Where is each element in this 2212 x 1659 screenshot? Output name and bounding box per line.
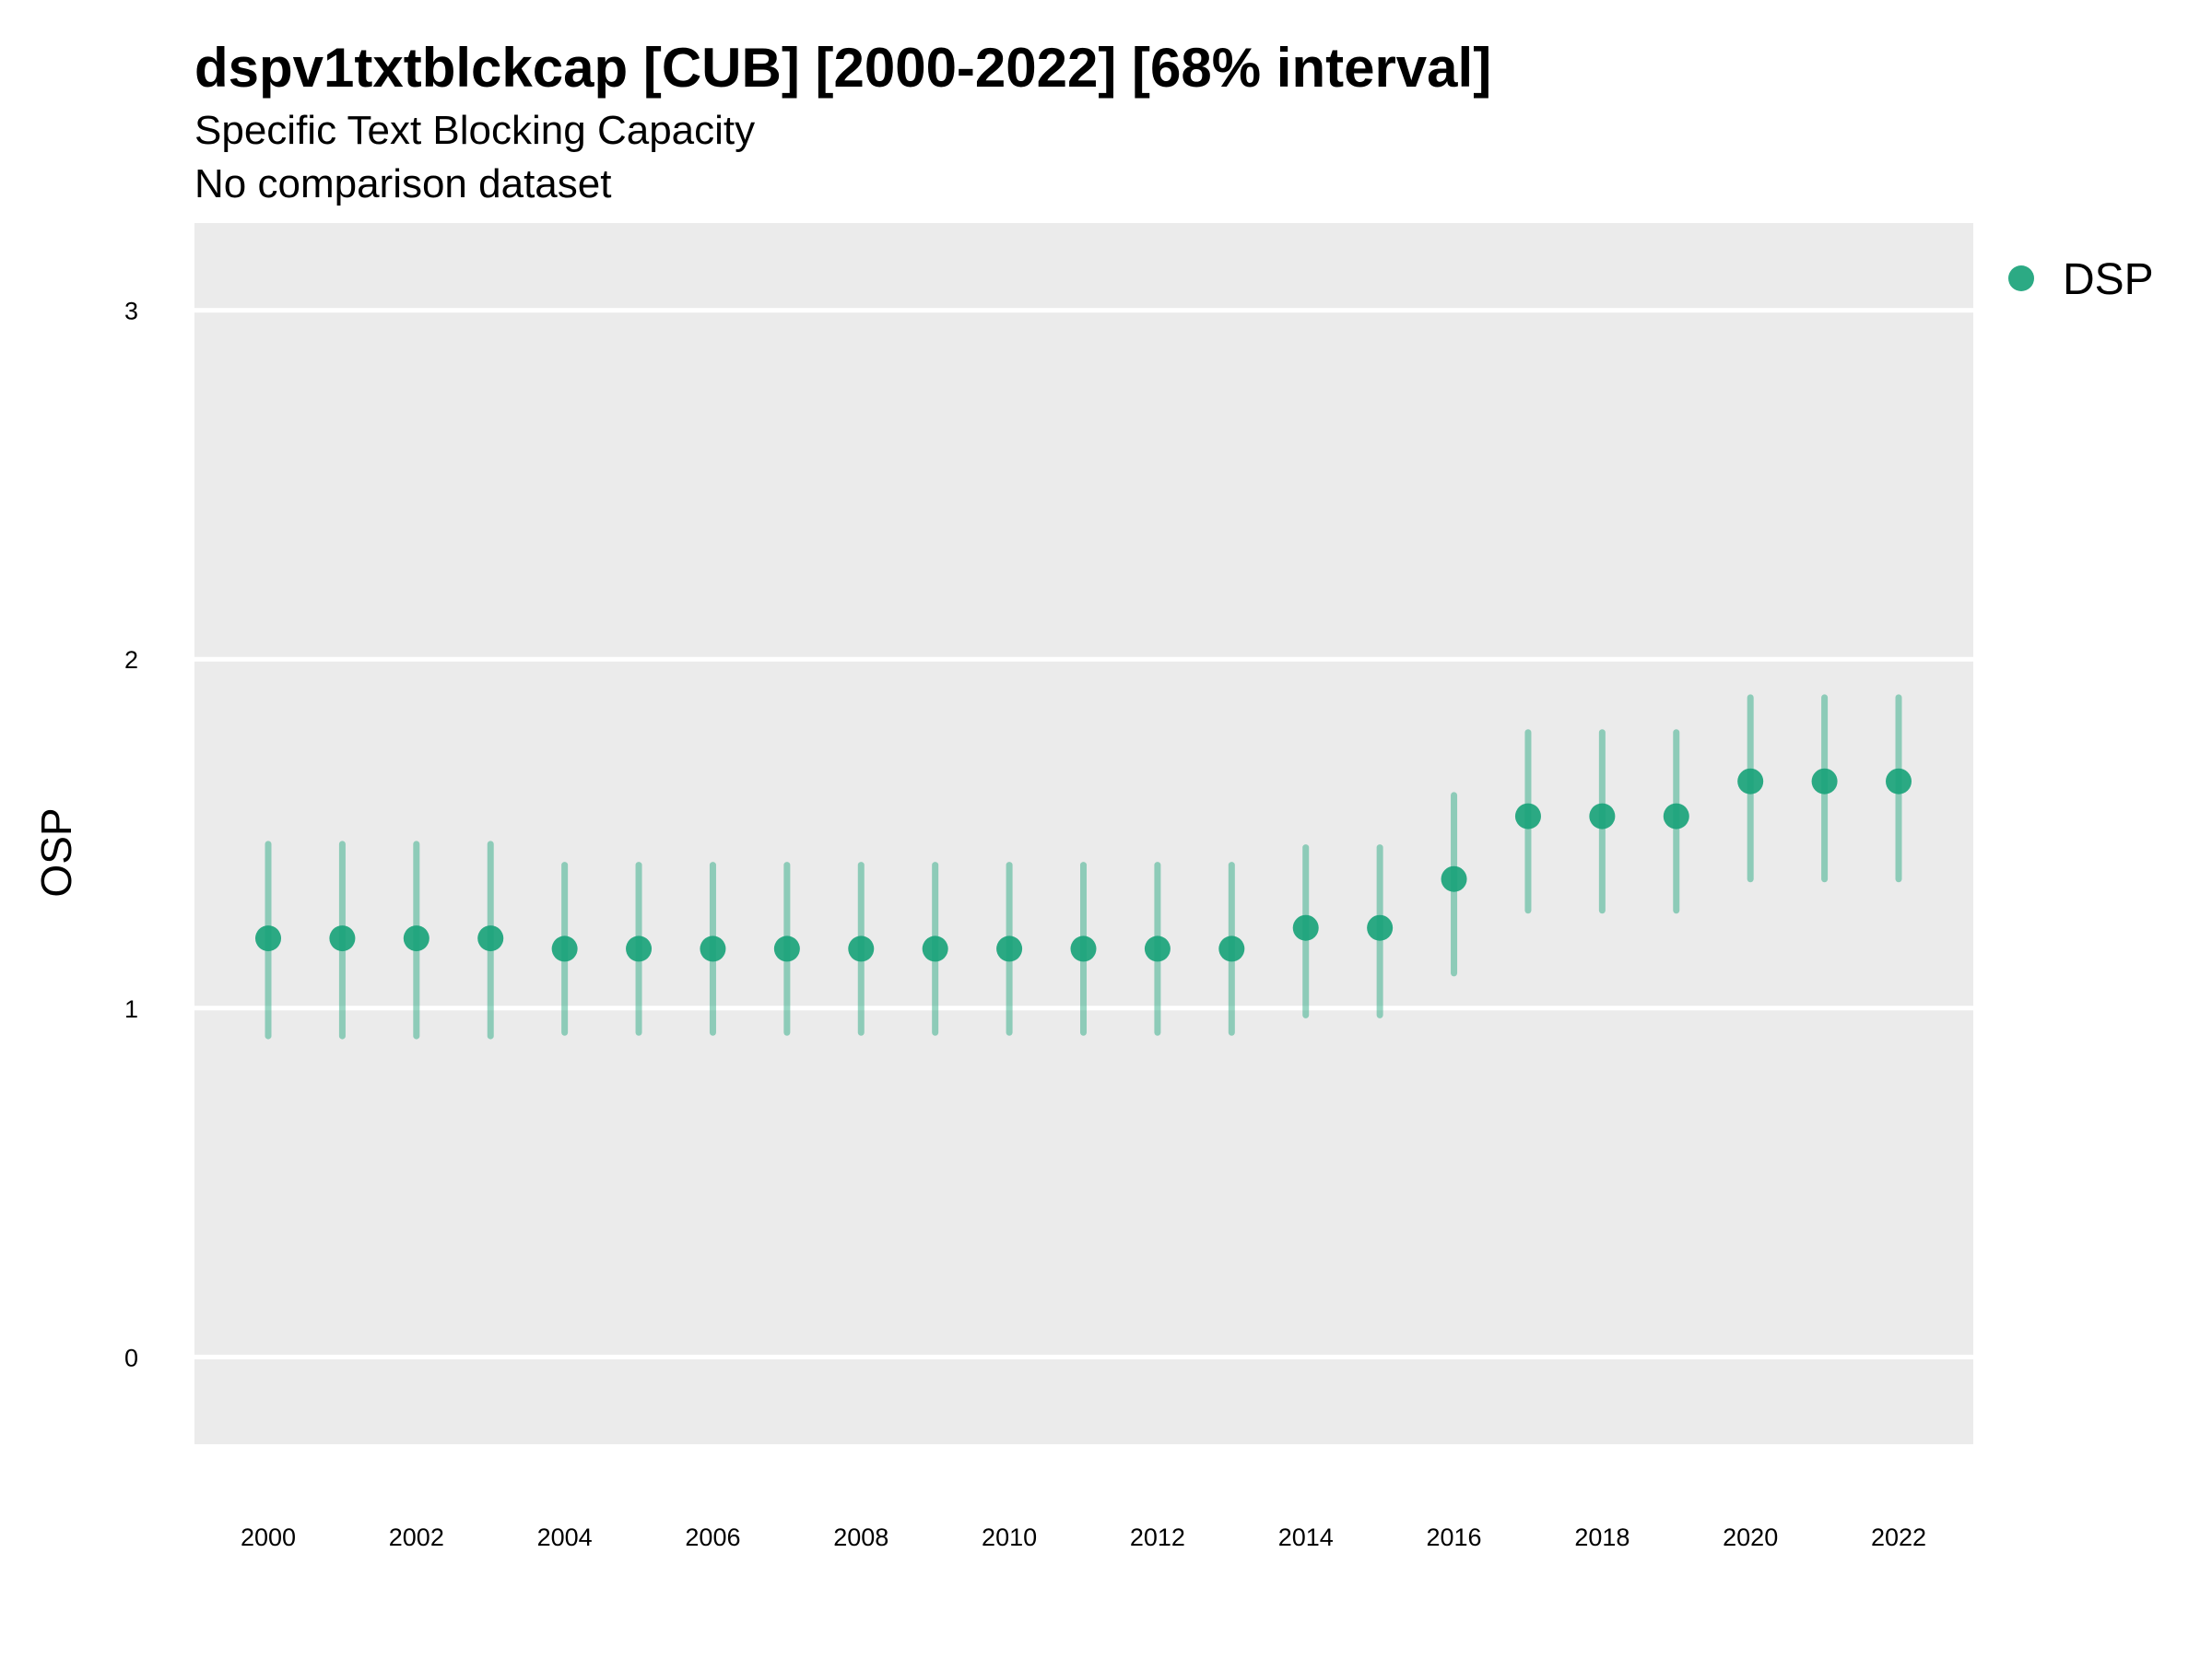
y-axis-ticks: 0 1 2 3 — [124, 298, 138, 1372]
point-2019 — [1663, 803, 1689, 830]
data-marks — [255, 694, 1912, 1040]
point-2014 — [1292, 914, 1319, 941]
chart-subtitle: Specific Text Blocking Capacity — [194, 108, 755, 153]
point-2021 — [1811, 768, 1838, 794]
grid-lines — [194, 308, 1973, 1359]
chart-caption-line: No comparison dataset — [194, 161, 611, 206]
legend: DSP — [2008, 255, 2154, 304]
point-2001 — [329, 925, 356, 952]
x-tick-label-2006: 2006 — [685, 1524, 740, 1551]
point-2008 — [848, 935, 875, 962]
point-2003 — [477, 925, 504, 952]
x-tick-label-2002: 2002 — [389, 1524, 444, 1551]
point-2011 — [1070, 935, 1097, 962]
point-2017 — [1514, 803, 1541, 830]
point-2018 — [1589, 803, 1616, 830]
x-tick-label-2012: 2012 — [1130, 1524, 1185, 1551]
x-tick-label-2000: 2000 — [241, 1524, 296, 1551]
x-tick-label-2008: 2008 — [833, 1524, 888, 1551]
point-2013 — [1218, 935, 1245, 962]
legend-label: DSP — [2063, 255, 2154, 304]
point-2009 — [922, 935, 948, 962]
legend-marker — [2008, 265, 2034, 291]
x-tick-label-2016: 2016 — [1427, 1524, 1482, 1551]
point-2015 — [1367, 914, 1394, 941]
x-tick-label-2010: 2010 — [982, 1524, 1037, 1551]
point-2010 — [996, 935, 1023, 962]
chart-title: dspv1txtblckcap [CUB] [2000-2022] [68% i… — [194, 37, 1491, 99]
point-2000 — [255, 925, 281, 952]
x-tick-label-2022: 2022 — [1871, 1524, 1926, 1551]
y-axis-label: OSP — [32, 807, 80, 897]
point-2005 — [626, 935, 653, 962]
point-2004 — [551, 935, 578, 962]
x-axis-ticks: 2000 2002 2004 2006 2008 2010 2012 2014 2016 2018… — [241, 1524, 1926, 1551]
point-2016 — [1441, 865, 1467, 892]
point-2020 — [1737, 768, 1764, 794]
x-tick-label-2014: 2014 — [1278, 1524, 1334, 1551]
point-2022 — [1886, 768, 1912, 794]
point-2007 — [773, 935, 800, 962]
y-tick-label-2: 2 — [124, 646, 138, 674]
y-tick-label-0: 0 — [124, 1344, 138, 1371]
x-tick-label-2020: 2020 — [1723, 1524, 1778, 1551]
point-2006 — [700, 935, 726, 962]
x-tick-label-2018: 2018 — [1574, 1524, 1630, 1551]
plot-panel — [194, 223, 1973, 1444]
x-tick-label-2004: 2004 — [537, 1524, 593, 1551]
y-tick-label-1: 1 — [124, 995, 138, 1023]
y-tick-label-3: 3 — [124, 298, 138, 325]
point-2002 — [403, 925, 429, 952]
point-2012 — [1144, 935, 1171, 962]
